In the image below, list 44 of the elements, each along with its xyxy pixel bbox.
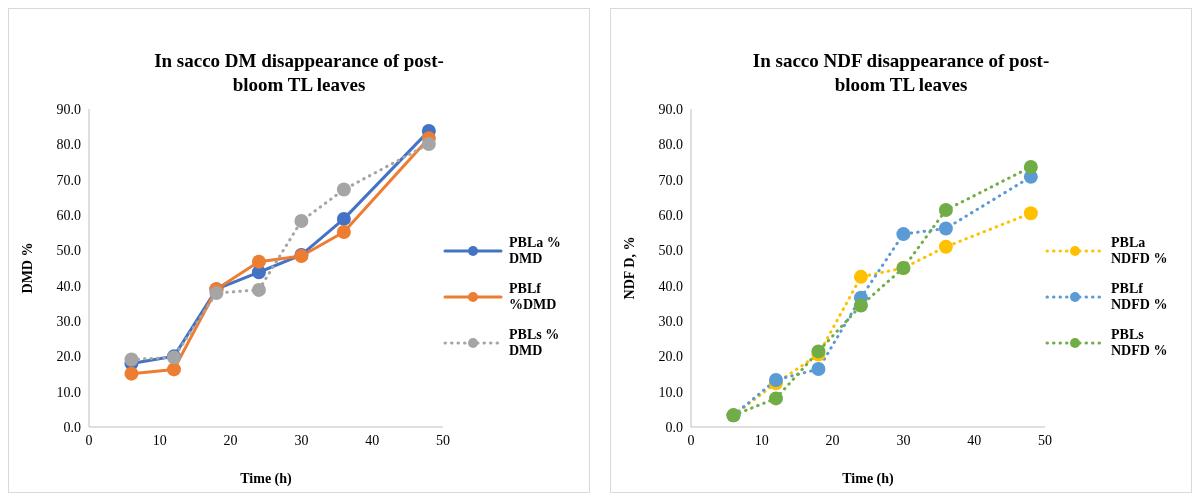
- legend-label: PBLf NDFD %: [1111, 281, 1169, 313]
- x-tick-label: 30: [294, 432, 309, 448]
- x-axis-title: Time (h): [240, 471, 293, 487]
- x-tick-label: 10: [754, 432, 769, 448]
- legend-label: PBLs % DMD: [509, 327, 561, 359]
- y-tick-label: 0.0: [665, 419, 683, 435]
- y-tick-label: 40.0: [658, 278, 683, 294]
- y-tick-label: 50.0: [56, 243, 81, 259]
- x-tick-label: 50: [436, 432, 450, 448]
- y-tick-label: 80.0: [56, 137, 81, 153]
- y-tick-label: 20.0: [56, 349, 81, 365]
- x-tick-label: 10: [152, 432, 167, 448]
- y-axis-title: NDF D, %: [621, 236, 637, 300]
- y-axis-title: DMD %: [19, 242, 35, 294]
- y-tick-label: 90.0: [658, 101, 683, 117]
- chart-title: In sacco NDF disappearance of post-bloom TL leaves: [751, 49, 1051, 97]
- legend-label: PBLf %DMD: [509, 281, 558, 313]
- y-tick-label: 70.0: [56, 172, 81, 188]
- y-tick-label: 10.0: [56, 384, 81, 400]
- y-tick-label: 10.0: [658, 384, 683, 400]
- y-tick-label: 60.0: [658, 207, 683, 223]
- y-tick-label: 30.0: [658, 313, 683, 329]
- x-tick-label: 20: [223, 432, 238, 448]
- y-tick-label: 40.0: [56, 278, 81, 294]
- x-axis-title: Time (h): [842, 471, 895, 487]
- y-tick-label: 20.0: [658, 349, 683, 365]
- legend-label: PBLa NDFD %: [1111, 235, 1169, 267]
- x-tick-label: 50: [1038, 432, 1052, 448]
- chart-title: In sacco DM disappearance of post-bloom TL leaves: [153, 49, 445, 97]
- y-tick-label: 80.0: [658, 137, 683, 153]
- y-tick-label: 90.0: [56, 101, 81, 117]
- y-tick-label: 70.0: [658, 172, 683, 188]
- y-tick-label: 60.0: [56, 207, 81, 223]
- x-tick-label: 0: [687, 432, 695, 448]
- x-tick-label: 40: [365, 432, 380, 448]
- y-tick-label: 0.0: [63, 419, 81, 435]
- y-tick-label: 30.0: [56, 313, 81, 329]
- legend-label: PBLa % DMD: [509, 235, 562, 267]
- x-tick-label: 40: [967, 432, 982, 448]
- x-tick-label: 20: [825, 432, 840, 448]
- legend-label: PBLs NDFD %: [1111, 327, 1169, 359]
- x-tick-label: 30: [896, 432, 911, 448]
- x-tick-label: 0: [85, 432, 93, 448]
- y-tick-label: 50.0: [658, 243, 683, 259]
